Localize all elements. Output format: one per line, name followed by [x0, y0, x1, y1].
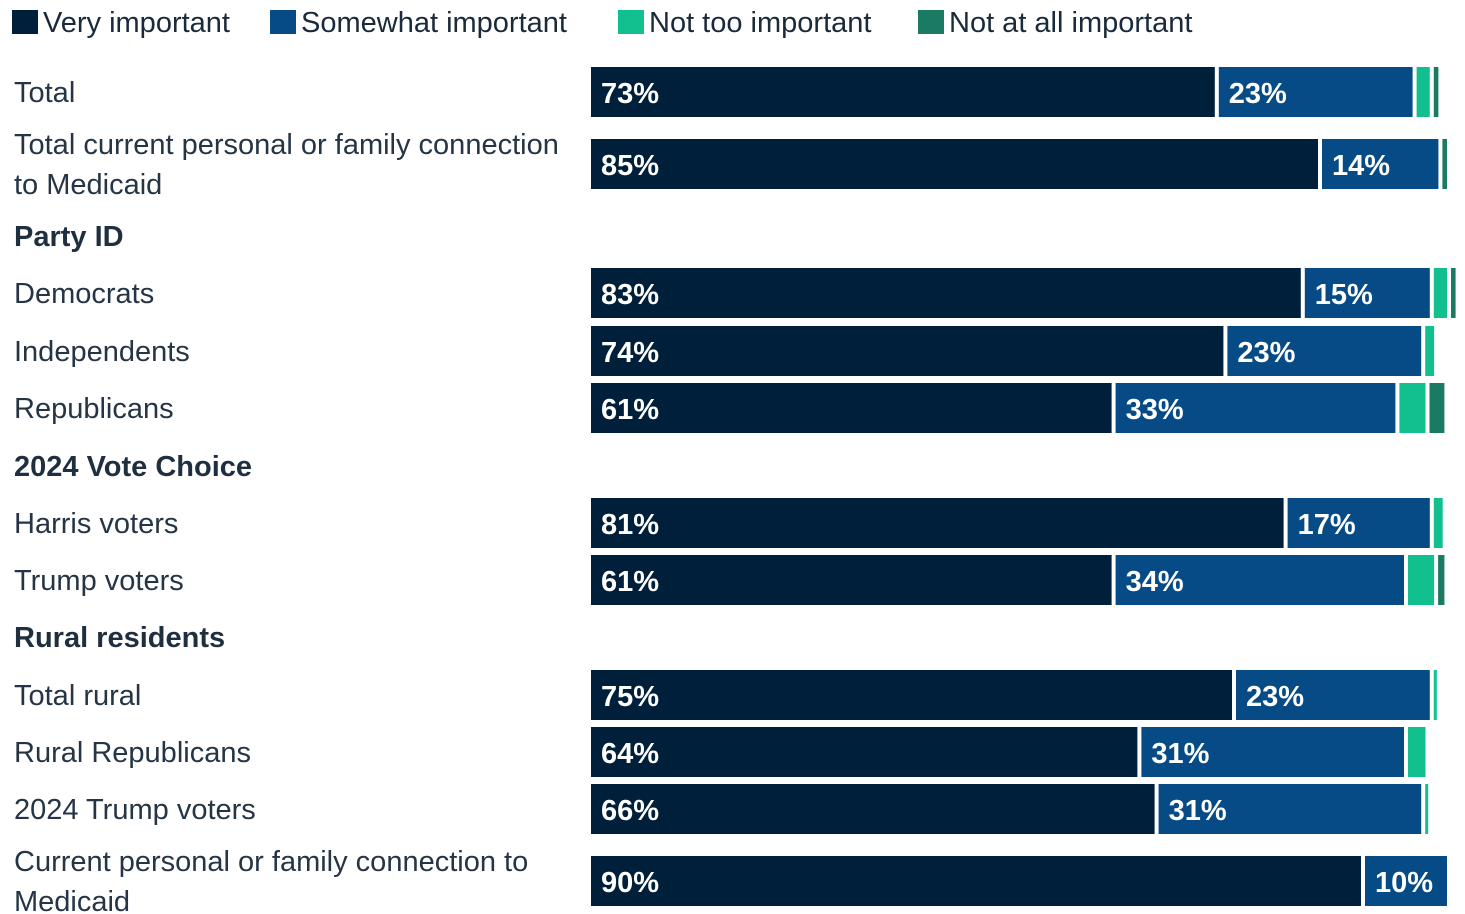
group-label: Rural residents [14, 622, 225, 654]
bar-segment-not-at-all-important [1433, 67, 1439, 117]
bar-segment-not-at-all-important [1442, 139, 1447, 189]
bar-value-label: 23% [1246, 681, 1304, 713]
bar-segment-not-too-important [1416, 67, 1430, 117]
row-label: Republicans [14, 393, 174, 425]
bar-value-label: 31% [1169, 795, 1227, 827]
bar-value-label: 23% [1229, 78, 1287, 110]
bar-value-label: 17% [1298, 509, 1356, 541]
row-label: 2024 Trump voters [14, 794, 256, 826]
bar-segment-somewhat-important [1227, 326, 1422, 376]
bar-segment-very-important [591, 268, 1301, 318]
legend-swatch-not-at-all-important [918, 10, 944, 34]
bar-segment-very-important [591, 383, 1112, 433]
bar-segment-not-at-all-important [1438, 555, 1445, 605]
row-label: Current personal or family connection to… [14, 846, 528, 914]
bar-value-label: 31% [1151, 738, 1209, 770]
bar-value-label: 34% [1126, 566, 1184, 598]
bar-segment-very-important [591, 670, 1232, 720]
row-label: Total current personal or family connect… [14, 129, 559, 201]
bar-segment-very-important [591, 326, 1224, 376]
bar-value-label: 61% [601, 394, 659, 426]
bar-segment-somewhat-important [1322, 139, 1439, 189]
bar-segment-very-important [591, 784, 1155, 834]
bar-segment-somewhat-important [1218, 67, 1413, 117]
bar-value-label: 10% [1375, 867, 1433, 899]
bar-segment-not-too-important [1399, 383, 1426, 433]
bar-segment-somewhat-important [1158, 784, 1422, 834]
bar-segment-not-at-all-important [1451, 268, 1456, 318]
row-label: Independents [14, 336, 190, 368]
bar-value-label: 83% [601, 279, 659, 311]
legend-label-somewhat-important: Somewhat important [301, 7, 567, 39]
bar-segment-not-too-important [1425, 326, 1435, 376]
legend-label-not-too-important: Not too important [649, 7, 871, 39]
row-label: Harris voters [14, 508, 178, 540]
row-label: Trump voters [14, 565, 184, 597]
row-label: Total rural [14, 680, 141, 712]
bar-value-label: 64% [601, 738, 659, 770]
bar-segment-somewhat-important [1115, 383, 1396, 433]
bar-segment-somewhat-important [1115, 555, 1404, 605]
bar-segment-not-too-important [1433, 670, 1437, 720]
bar-segment-very-important [591, 498, 1284, 548]
bar-value-label: 75% [601, 681, 659, 713]
bar-segment-somewhat-important [1365, 856, 1447, 906]
bar-value-label: 85% [601, 150, 659, 182]
legend: Very important Somewhat important Not too … [12, 7, 1192, 39]
bar-value-label: 14% [1332, 150, 1390, 182]
bar-segment-somewhat-important [1141, 727, 1404, 777]
group-label: Party ID [14, 221, 124, 253]
bar-value-label: 61% [601, 566, 659, 598]
bar-value-label: 15% [1315, 279, 1373, 311]
row-label: Total [14, 77, 75, 109]
bar-segment-somewhat-important [1304, 268, 1430, 318]
group-label: 2024 Vote Choice [14, 451, 252, 483]
row-label: Democrats [14, 278, 154, 310]
row-label: Rural Republicans [14, 737, 251, 769]
bar-segment-not-too-important [1408, 555, 1435, 605]
bar-segment-not-too-important [1433, 498, 1443, 548]
bar-value-label: 73% [601, 78, 659, 110]
legend-swatch-not-too-important [618, 10, 644, 34]
bar-segment-somewhat-important [1236, 670, 1430, 720]
legend-label-very-important: Very important [43, 7, 230, 39]
bar-value-label: 66% [601, 795, 659, 827]
chart-rows: Total 73% 23% Total current personal or fam… [14, 67, 1456, 914]
bar-segment-very-important [591, 139, 1318, 189]
bar-segment-somewhat-important [1287, 498, 1430, 548]
bar-segment-not-too-important [1425, 784, 1429, 834]
bar-segment-not-at-all-important [1429, 383, 1445, 433]
bar-value-label: 23% [1237, 337, 1295, 369]
legend-swatch-very-important [12, 10, 38, 34]
bar-value-label: 74% [601, 337, 659, 369]
bar-segment-not-too-important [1408, 727, 1426, 777]
bar-segment-not-too-important [1433, 268, 1447, 318]
bar-segment-very-important [591, 856, 1361, 906]
bar-value-label: 81% [601, 509, 659, 541]
bar-segment-very-important [591, 727, 1138, 777]
bar-value-label: 33% [1126, 394, 1184, 426]
bar-segment-very-important [591, 67, 1215, 117]
bar-value-label: 90% [601, 867, 659, 899]
legend-swatch-somewhat-important [270, 10, 296, 34]
legend-label-not-at-all-important: Not at all important [949, 7, 1192, 39]
bar-segment-very-important [591, 555, 1112, 605]
